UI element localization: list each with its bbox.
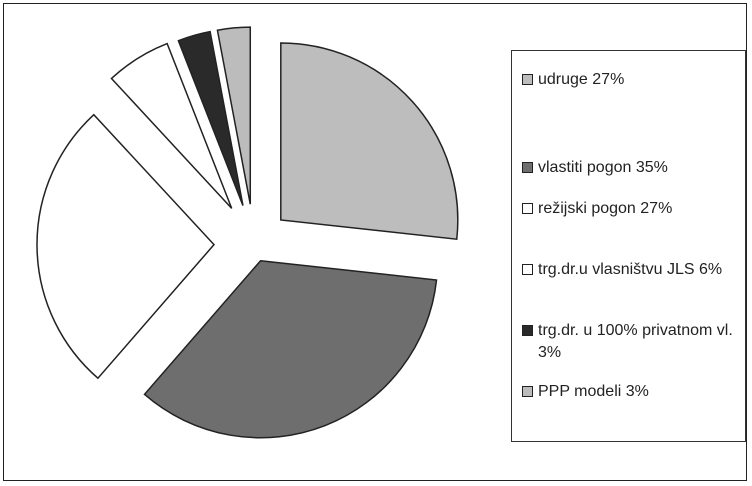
legend-item-ppp-modeli: PPP modeli 3% xyxy=(522,381,742,403)
chart-frame: udruge 27% vlastiti pogon 35% režijski p… xyxy=(3,3,747,481)
slice-trg-privatno xyxy=(177,30,244,206)
legend-swatch-udruge xyxy=(522,74,533,85)
slice-trg-jls xyxy=(110,42,233,209)
legend-label-rezijski-pogon: režijski pogon 27% xyxy=(538,200,673,217)
legend-swatch-trg-privatno xyxy=(522,325,533,336)
legend: udruge 27% vlastiti pogon 35% režijski p… xyxy=(511,50,746,442)
pie-chart xyxy=(36,26,459,439)
legend-item-udruge: udruge 27% xyxy=(522,69,742,91)
legend-label-ppp-modeli: PPP modeli 3% xyxy=(538,383,649,400)
slice-ppp-modeli xyxy=(216,26,252,205)
legend-item-trg-privatno: trg.dr. u 100% privatnom vl. 3% xyxy=(522,320,742,364)
legend-swatch-trg-jls xyxy=(522,264,533,275)
slice-rezijski-pogon xyxy=(36,113,216,380)
slice-udruge xyxy=(280,42,459,241)
legend-label-udruge: udruge 27% xyxy=(538,71,625,88)
legend-swatch-ppp-modeli xyxy=(522,386,533,397)
legend-label-vlastiti-pogon: vlastiti pogon 35% xyxy=(538,159,668,176)
legend-label-trg-privatno: trg.dr. u 100% privatnom vl. 3% xyxy=(538,322,733,361)
legend-item-rezijski-pogon: režijski pogon 27% xyxy=(522,198,742,220)
legend-swatch-vlastiti-pogon xyxy=(522,162,533,173)
legend-item-trg-jls: trg.dr.u vlasništvu JLS 6% xyxy=(522,259,742,281)
legend-swatch-rezijski-pogon xyxy=(522,203,533,214)
legend-item-vlastiti-pogon: vlastiti pogon 35% xyxy=(522,157,742,179)
slice-vlastiti-pogon xyxy=(143,259,438,439)
legend-label-trg-jls: trg.dr.u vlasništvu JLS 6% xyxy=(538,261,723,278)
